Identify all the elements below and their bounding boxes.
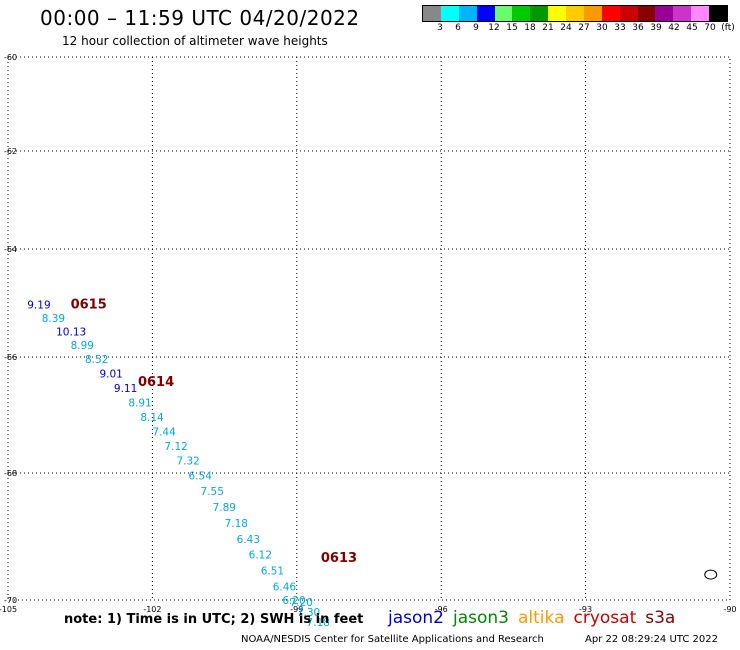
lat-tick-label: -68: [4, 469, 17, 478]
satellite-label: jason2: [388, 608, 444, 628]
legend-label: 42: [668, 23, 680, 33]
legend-color-bar: [422, 5, 728, 22]
swh-value-label: 7.18: [306, 617, 329, 629]
lat-tick-label: -66: [4, 353, 17, 362]
lat-tick-label: -64: [4, 245, 17, 254]
legend-swatch: [458, 6, 477, 21]
satellite-label: cryosat: [573, 608, 637, 628]
pass-labels: 0615 0614 0613: [71, 297, 357, 566]
swh-value-label: 8.14: [140, 412, 164, 424]
legend-swatch: [619, 6, 638, 21]
lon-tick-label: -99: [290, 605, 303, 614]
satellite-label: altika: [518, 608, 565, 628]
lon-tick-label: -90: [723, 605, 736, 614]
legend-swatch: [423, 6, 441, 21]
swh-value-label: 9.19: [27, 299, 50, 311]
swh-value-label: 6.46: [273, 581, 297, 593]
legend-swatch: [655, 6, 674, 21]
swh-value-label: 10.13: [56, 326, 86, 338]
map-frame: [7, 56, 731, 601]
swh-value-label: 8.39: [42, 313, 65, 325]
swh-value-label: 9.01: [99, 368, 122, 380]
swh-value-label: 9.11: [114, 383, 137, 395]
lon-tick-label: -105: [0, 605, 17, 614]
legend-label: 30: [596, 23, 608, 33]
legend-label: 12: [488, 23, 500, 33]
legend-label: 24: [560, 23, 572, 33]
lon-tick-label: -93: [579, 605, 592, 614]
legend-label: 18: [524, 23, 536, 33]
legend-label: 45: [686, 23, 698, 33]
legend-swatch: [673, 6, 692, 21]
legend-label: 39: [650, 23, 662, 33]
swh-value-label: 8.99: [71, 340, 94, 352]
legend-swatch: [476, 6, 495, 21]
lon-tick-label: -102: [143, 605, 161, 614]
map-subtitle: 12 hour collection of altimeter wave hei…: [62, 34, 328, 48]
swh-value-label: 6.20: [282, 595, 305, 607]
legend-label: 6: [455, 23, 461, 33]
legend-swatch: [530, 6, 549, 21]
legend-swatch: [548, 6, 566, 21]
pass-label: 0614: [138, 375, 174, 390]
legend-labels: 3 6 9 12 15 18 21 24 27 30 33 36 39 42 45 70 (ft): [422, 22, 735, 36]
lat-tick-label: -70: [4, 596, 17, 605]
color-legend: 3 6 9 12 15 18 21 24 27 30 33 36 39 42 45 70 (ft): [422, 5, 735, 36]
legend-label: (ft): [721, 23, 735, 33]
lon-tick-label: -96: [435, 605, 448, 614]
satellite-legend: jason2 jason3 altika cryosat s3a: [388, 608, 684, 628]
lat-tick-label: -62: [4, 147, 17, 156]
legend-swatch: [512, 6, 531, 21]
legend-swatch: [440, 6, 459, 21]
legend-swatch: [709, 6, 727, 21]
legend-label: 21: [542, 23, 554, 33]
legend-label: 15: [506, 23, 518, 33]
swh-value-label: 6.43: [237, 534, 260, 546]
satellite-label: s3a: [645, 608, 676, 628]
map-grid: [7, 56, 731, 601]
credit-line: NOAA/NESDIS Center for Satellite Applica…: [241, 634, 544, 645]
legend-swatch: [494, 6, 513, 21]
swh-value-label: 7.89: [213, 502, 236, 514]
pass-label: 0613: [321, 551, 357, 566]
lat-tick-label: -60: [4, 53, 17, 62]
swh-value-label: 6.51: [261, 566, 284, 578]
swh-value-label: 7.20: [290, 597, 313, 609]
island-outline: [704, 569, 718, 580]
footer-note: note: 1) Time is in UTC; 2) SWH is in fe…: [64, 612, 364, 627]
legend-label: 3: [437, 23, 443, 33]
swh-value-label: 7.44: [152, 426, 176, 438]
legend-label: 33: [614, 23, 626, 33]
swh-value-label: 7.18: [225, 518, 248, 530]
legend-swatch: [566, 6, 584, 21]
swh-value-label: 7.12: [164, 441, 187, 453]
axis-tick-labels: -105 -102 -99 -96 -93 -90 -60 -62 -64 -66 -68 -70: [0, 53, 737, 614]
legend-label: 70: [704, 23, 716, 33]
legend-label: 9: [473, 23, 479, 33]
legend-swatch: [637, 6, 656, 21]
satellite-label: jason3: [453, 608, 509, 628]
swh-value-label: 8.52: [85, 354, 108, 366]
generation-timestamp: Apr 22 08:29:24 UTC 2022: [585, 634, 718, 645]
legend-swatch: [601, 6, 620, 21]
swh-value-label: 6.12: [249, 550, 272, 562]
swh-value-label: 7.55: [201, 486, 224, 498]
swh-value-label: 8.91: [128, 397, 151, 409]
swh-value-label: 7.30: [297, 607, 320, 619]
swh-value-label: 6.54: [189, 470, 213, 482]
legend-label: 27: [578, 23, 590, 33]
legend-label: 36: [632, 23, 644, 33]
legend-swatch: [583, 6, 602, 21]
map-title: 00:00 – 11:59 UTC 04/20/2022: [40, 6, 360, 30]
pass-label: 0615: [71, 297, 107, 312]
swh-value-label: 7.32: [176, 455, 199, 467]
legend-swatch: [691, 6, 709, 21]
